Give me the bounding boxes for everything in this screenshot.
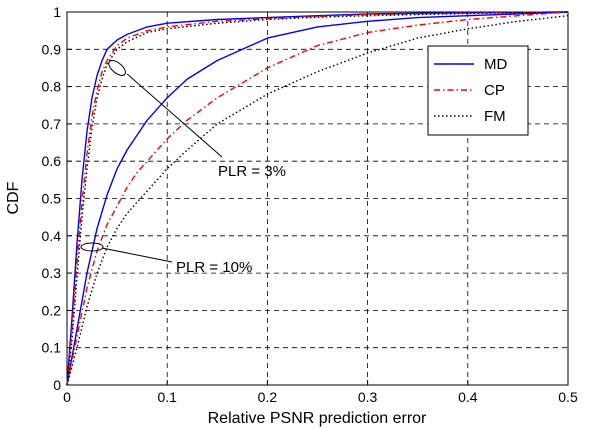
series-line-md [66,11,569,386]
x-tick-label: 0 [63,389,71,405]
y-tick-label: 0.8 [42,79,62,95]
y-tick-label: 0.7 [42,116,62,132]
legend-label-fm: FM [484,108,506,125]
legend-label-cp: CP [484,82,505,99]
x-tick-label: 0.4 [458,389,478,405]
series-line-fm [66,15,569,386]
x-tick-label: 0.2 [258,389,278,405]
y-tick-label: 0 [53,377,61,393]
legend-box [427,45,529,136]
y-tick-label: 0.9 [42,41,62,57]
x-axis-label: Relative PSNR prediction error [208,410,427,427]
y-tick-label: 0.2 [42,302,62,318]
annotation-leader-plr10 [101,247,173,263]
y-axis-label: CDF [5,181,22,214]
y-tick-label: 1 [53,4,61,20]
annotation-label-plr10: PLR = 10% [176,259,252,276]
y-tick-label: 0.1 [42,340,62,356]
annotation-ellipse-plr3 [108,59,126,76]
legend: MD CP FM [427,45,529,136]
annotation-ellipse-plr10 [80,242,104,252]
series-line-md [66,11,569,386]
annotation-leader-plr3 [126,73,223,158]
y-tick-label: 0.4 [42,228,62,244]
y-tick-label: 0.6 [42,153,62,169]
x-tick-label: 0.5 [558,389,578,405]
grid [67,12,568,385]
series-line-fm [66,11,569,386]
annotations: PLR = 3% PLR = 10% [80,59,286,276]
legend-label-md: MD [484,56,507,73]
x-tick-label: 0.3 [358,389,378,405]
x-tick-label: 0.1 [157,389,177,405]
axis-ticks: 0 0.1 0.2 0.3 0.4 0.5 0 0.1 0.2 0.3 0.4 0.5 0.6 0.7 0.… [42,4,578,405]
annotation-label-plr3: PLR = 3% [218,163,286,180]
y-tick-label: 0.5 [42,191,62,207]
y-tick-label: 0.3 [42,265,62,281]
